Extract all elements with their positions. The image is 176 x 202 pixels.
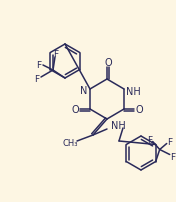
Text: O: O [71, 104, 79, 115]
Text: F: F [54, 49, 59, 58]
Text: F: F [34, 74, 40, 83]
Text: N: N [80, 86, 87, 96]
Text: NH: NH [111, 120, 125, 130]
Text: F: F [167, 137, 172, 146]
Text: F: F [147, 135, 152, 144]
Text: O: O [104, 58, 112, 68]
Text: F: F [170, 152, 175, 161]
Text: F: F [36, 60, 42, 69]
Text: O: O [135, 104, 143, 115]
Text: NH: NH [126, 87, 140, 97]
Text: CH₃: CH₃ [62, 138, 78, 147]
